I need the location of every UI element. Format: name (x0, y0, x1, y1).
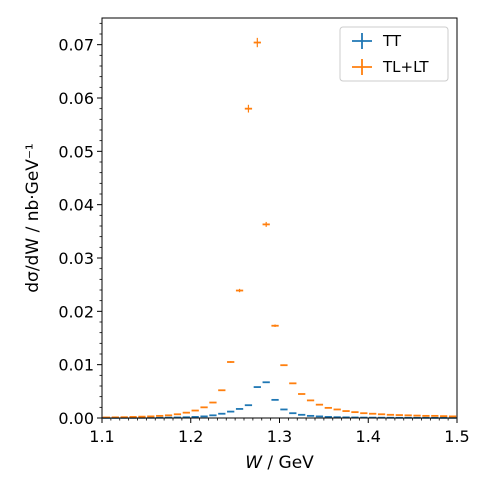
x-axis-label: W / GeV (245, 453, 314, 473)
y-tick-label: 0.07 (58, 36, 94, 55)
y-tick-label: 0.01 (58, 356, 94, 375)
legend-label-tt: TT (382, 32, 402, 50)
legend-marker-tt (352, 33, 372, 49)
y-tick-label: 0.02 (58, 302, 94, 321)
tick-layer: 1.1 1.2 1.3 1.4 1.5 0.00 0.01 0.02 0.03 0.04 0.05 0… (58, 22, 470, 446)
y-tick-label: 0.06 (58, 89, 94, 108)
y-axis-label: dσ/dW / nb·GeV⁻¹ (23, 143, 43, 292)
x-tick-label: 1.3 (267, 427, 292, 446)
series-tl-lt (102, 37, 457, 419)
legend-marker-tl-lt (352, 59, 372, 75)
y-tick-label: 0.05 (58, 142, 94, 161)
legend: TT TL+LT (339, 26, 449, 82)
x-tick-label: 1.1 (89, 427, 114, 446)
legend-label-tl-lt: TL+LT (382, 58, 429, 76)
y-tick-label: 0.04 (58, 196, 94, 215)
plot-frame (101, 17, 458, 419)
x-tick-label: 1.5 (444, 427, 469, 446)
x-tick-label: 1.4 (356, 427, 381, 446)
x-tick-label: 1.2 (178, 427, 203, 446)
plot-area (102, 18, 457, 418)
y-tick-label: 0.03 (58, 249, 94, 268)
y-tick-label: 0.00 (58, 409, 94, 428)
